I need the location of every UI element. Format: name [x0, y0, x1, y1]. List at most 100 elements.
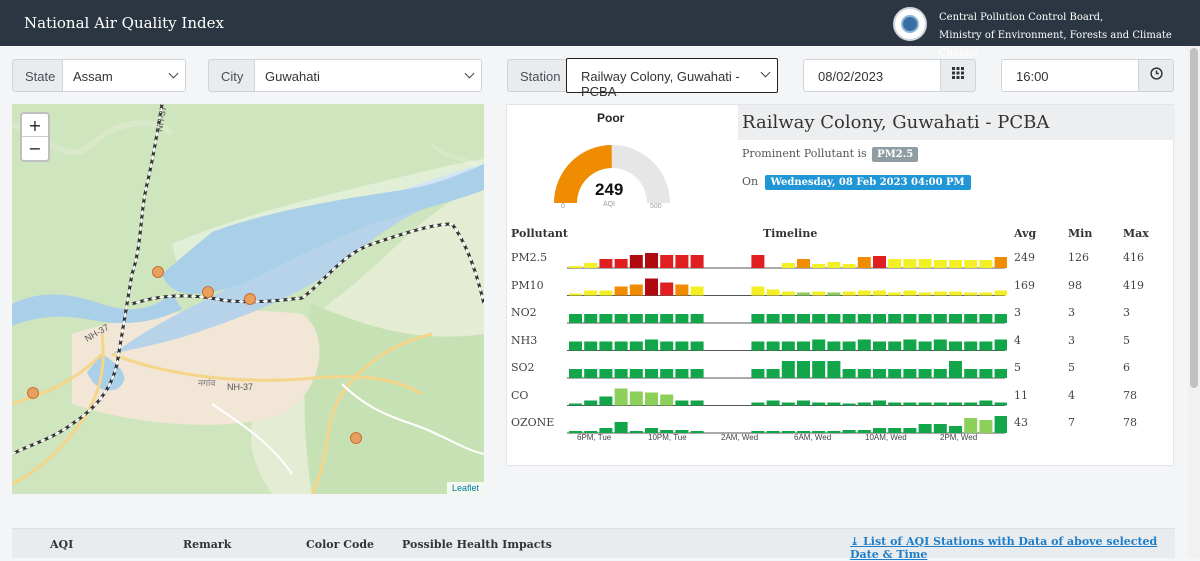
timeline-bar[interactable] [903, 314, 917, 323]
timeline-bar[interactable] [979, 292, 993, 296]
timeline-bar[interactable] [675, 369, 689, 378]
timeline-bar[interactable] [964, 292, 978, 296]
timeline-bar[interactable] [964, 369, 978, 378]
timeline-bar[interactable] [569, 293, 582, 296]
timeline-bar[interactable] [812, 361, 826, 378]
timeline-bar[interactable] [964, 260, 978, 268]
timeline-bar[interactable] [918, 402, 932, 406]
timeline-bar[interactable] [857, 314, 871, 323]
timeline-bar[interactable] [812, 431, 826, 433]
timeline-bar[interactable] [766, 289, 780, 296]
timeline-bar[interactable] [781, 361, 795, 378]
timeline-bar[interactable] [888, 402, 902, 406]
timeline-bar[interactable] [690, 431, 704, 433]
timeline-bar[interactable] [569, 403, 582, 406]
timeline-bar[interactable] [599, 341, 613, 351]
timeline-bar[interactable] [933, 402, 947, 406]
timeline-bar[interactable] [766, 431, 780, 433]
timeline-bar[interactable] [751, 255, 765, 268]
timeline-bar[interactable] [690, 255, 704, 268]
timeline-bar[interactable] [842, 430, 856, 433]
timeline-bar[interactable] [903, 369, 917, 378]
timeline-bar[interactable] [675, 255, 689, 268]
timeline-bar[interactable] [569, 369, 582, 378]
timeline-bar[interactable] [857, 257, 871, 268]
city-select[interactable]: Guwahati [254, 59, 482, 92]
timeline-bar[interactable] [873, 428, 886, 433]
timeline-bar[interactable] [614, 259, 628, 268]
timeline-bar[interactable] [584, 341, 598, 351]
timeline-bar[interactable] [933, 260, 947, 268]
calendar-button[interactable] [940, 59, 976, 92]
timeline-bar[interactable] [842, 291, 856, 296]
timeline-bar[interactable] [857, 290, 871, 296]
station-list-link[interactable]: ⤓ List of AQI Stations with Data of abov… [850, 535, 1175, 561]
timeline-bar[interactable] [933, 369, 947, 378]
timeline-bar[interactable] [903, 402, 917, 406]
timeline-bar[interactable] [781, 314, 795, 323]
timeline-bar[interactable] [949, 426, 962, 433]
timeline-bar[interactable] [979, 314, 993, 323]
timeline-bar[interactable] [873, 314, 886, 323]
timeline-bar[interactable] [660, 430, 674, 433]
timeline-bar[interactable] [994, 402, 1007, 406]
timeline-bar[interactable] [766, 314, 780, 323]
timeline-bar[interactable] [812, 402, 826, 406]
timeline-bar[interactable] [888, 428, 902, 433]
timeline-bar[interactable] [842, 369, 856, 378]
timeline-bar[interactable] [751, 341, 765, 351]
timeline-bar[interactable] [781, 341, 795, 351]
station-map[interactable]: NH-37 NH-37 NH-37 नगांव + − Leaflet [12, 104, 484, 494]
timeline-bar[interactable] [994, 314, 1007, 323]
timeline-bar[interactable] [812, 339, 826, 351]
timeline-bar[interactable] [964, 402, 978, 406]
timeline-bar[interactable] [827, 361, 841, 378]
timeline-bar[interactable] [614, 388, 628, 406]
timeline-bar[interactable] [645, 278, 658, 296]
timeline-bar[interactable] [797, 259, 810, 268]
timeline-bar[interactable] [903, 339, 917, 351]
timeline-bar[interactable] [994, 416, 1007, 433]
timeline-bar[interactable] [842, 403, 856, 406]
timeline-bar[interactable] [690, 400, 704, 406]
map-station-marker[interactable] [350, 432, 362, 444]
scrollbar-thumb[interactable] [1190, 48, 1198, 388]
timeline-bar[interactable] [857, 402, 871, 406]
timeline-bar[interactable] [629, 369, 643, 378]
timeline-bar[interactable] [781, 263, 795, 268]
timeline-bar[interactable] [994, 257, 1007, 268]
timeline-bar[interactable] [949, 291, 962, 296]
timeline-bar[interactable] [660, 314, 674, 323]
timeline-bar[interactable] [766, 400, 780, 406]
timeline-bar[interactable] [888, 369, 902, 378]
timeline-bar[interactable] [812, 291, 826, 296]
timeline-bar[interactable] [888, 341, 902, 351]
timeline-bar[interactable] [949, 402, 962, 406]
timeline-bar[interactable] [812, 264, 826, 268]
timeline-bar[interactable] [660, 369, 674, 378]
timeline-bar[interactable] [629, 431, 643, 433]
timeline-bar[interactable] [614, 286, 628, 296]
timeline-bar[interactable] [827, 402, 841, 406]
timeline-bar[interactable] [751, 369, 765, 378]
timeline-bar[interactable] [675, 400, 689, 406]
timeline-bar[interactable] [979, 420, 993, 433]
timeline-bar[interactable] [964, 314, 978, 323]
timeline-bar[interactable] [690, 369, 704, 378]
map-station-marker[interactable] [202, 286, 214, 298]
timeline-bar[interactable] [964, 341, 978, 351]
timeline-bar[interactable] [599, 290, 613, 296]
timeline-bar[interactable] [857, 430, 871, 433]
timeline-bar[interactable] [599, 396, 613, 406]
timeline-bar[interactable] [751, 314, 765, 323]
timeline-bar[interactable] [569, 341, 582, 351]
timeline-bar[interactable] [933, 314, 947, 323]
state-select[interactable]: Assam [62, 59, 186, 92]
timeline-bar[interactable] [660, 282, 674, 296]
timeline-bar[interactable] [629, 284, 643, 296]
timeline-bar[interactable] [797, 361, 810, 378]
timeline-bar[interactable] [964, 418, 978, 433]
timeline-bar[interactable] [629, 255, 643, 268]
timeline-bar[interactable] [994, 339, 1007, 351]
timeline-bar[interactable] [599, 428, 613, 433]
